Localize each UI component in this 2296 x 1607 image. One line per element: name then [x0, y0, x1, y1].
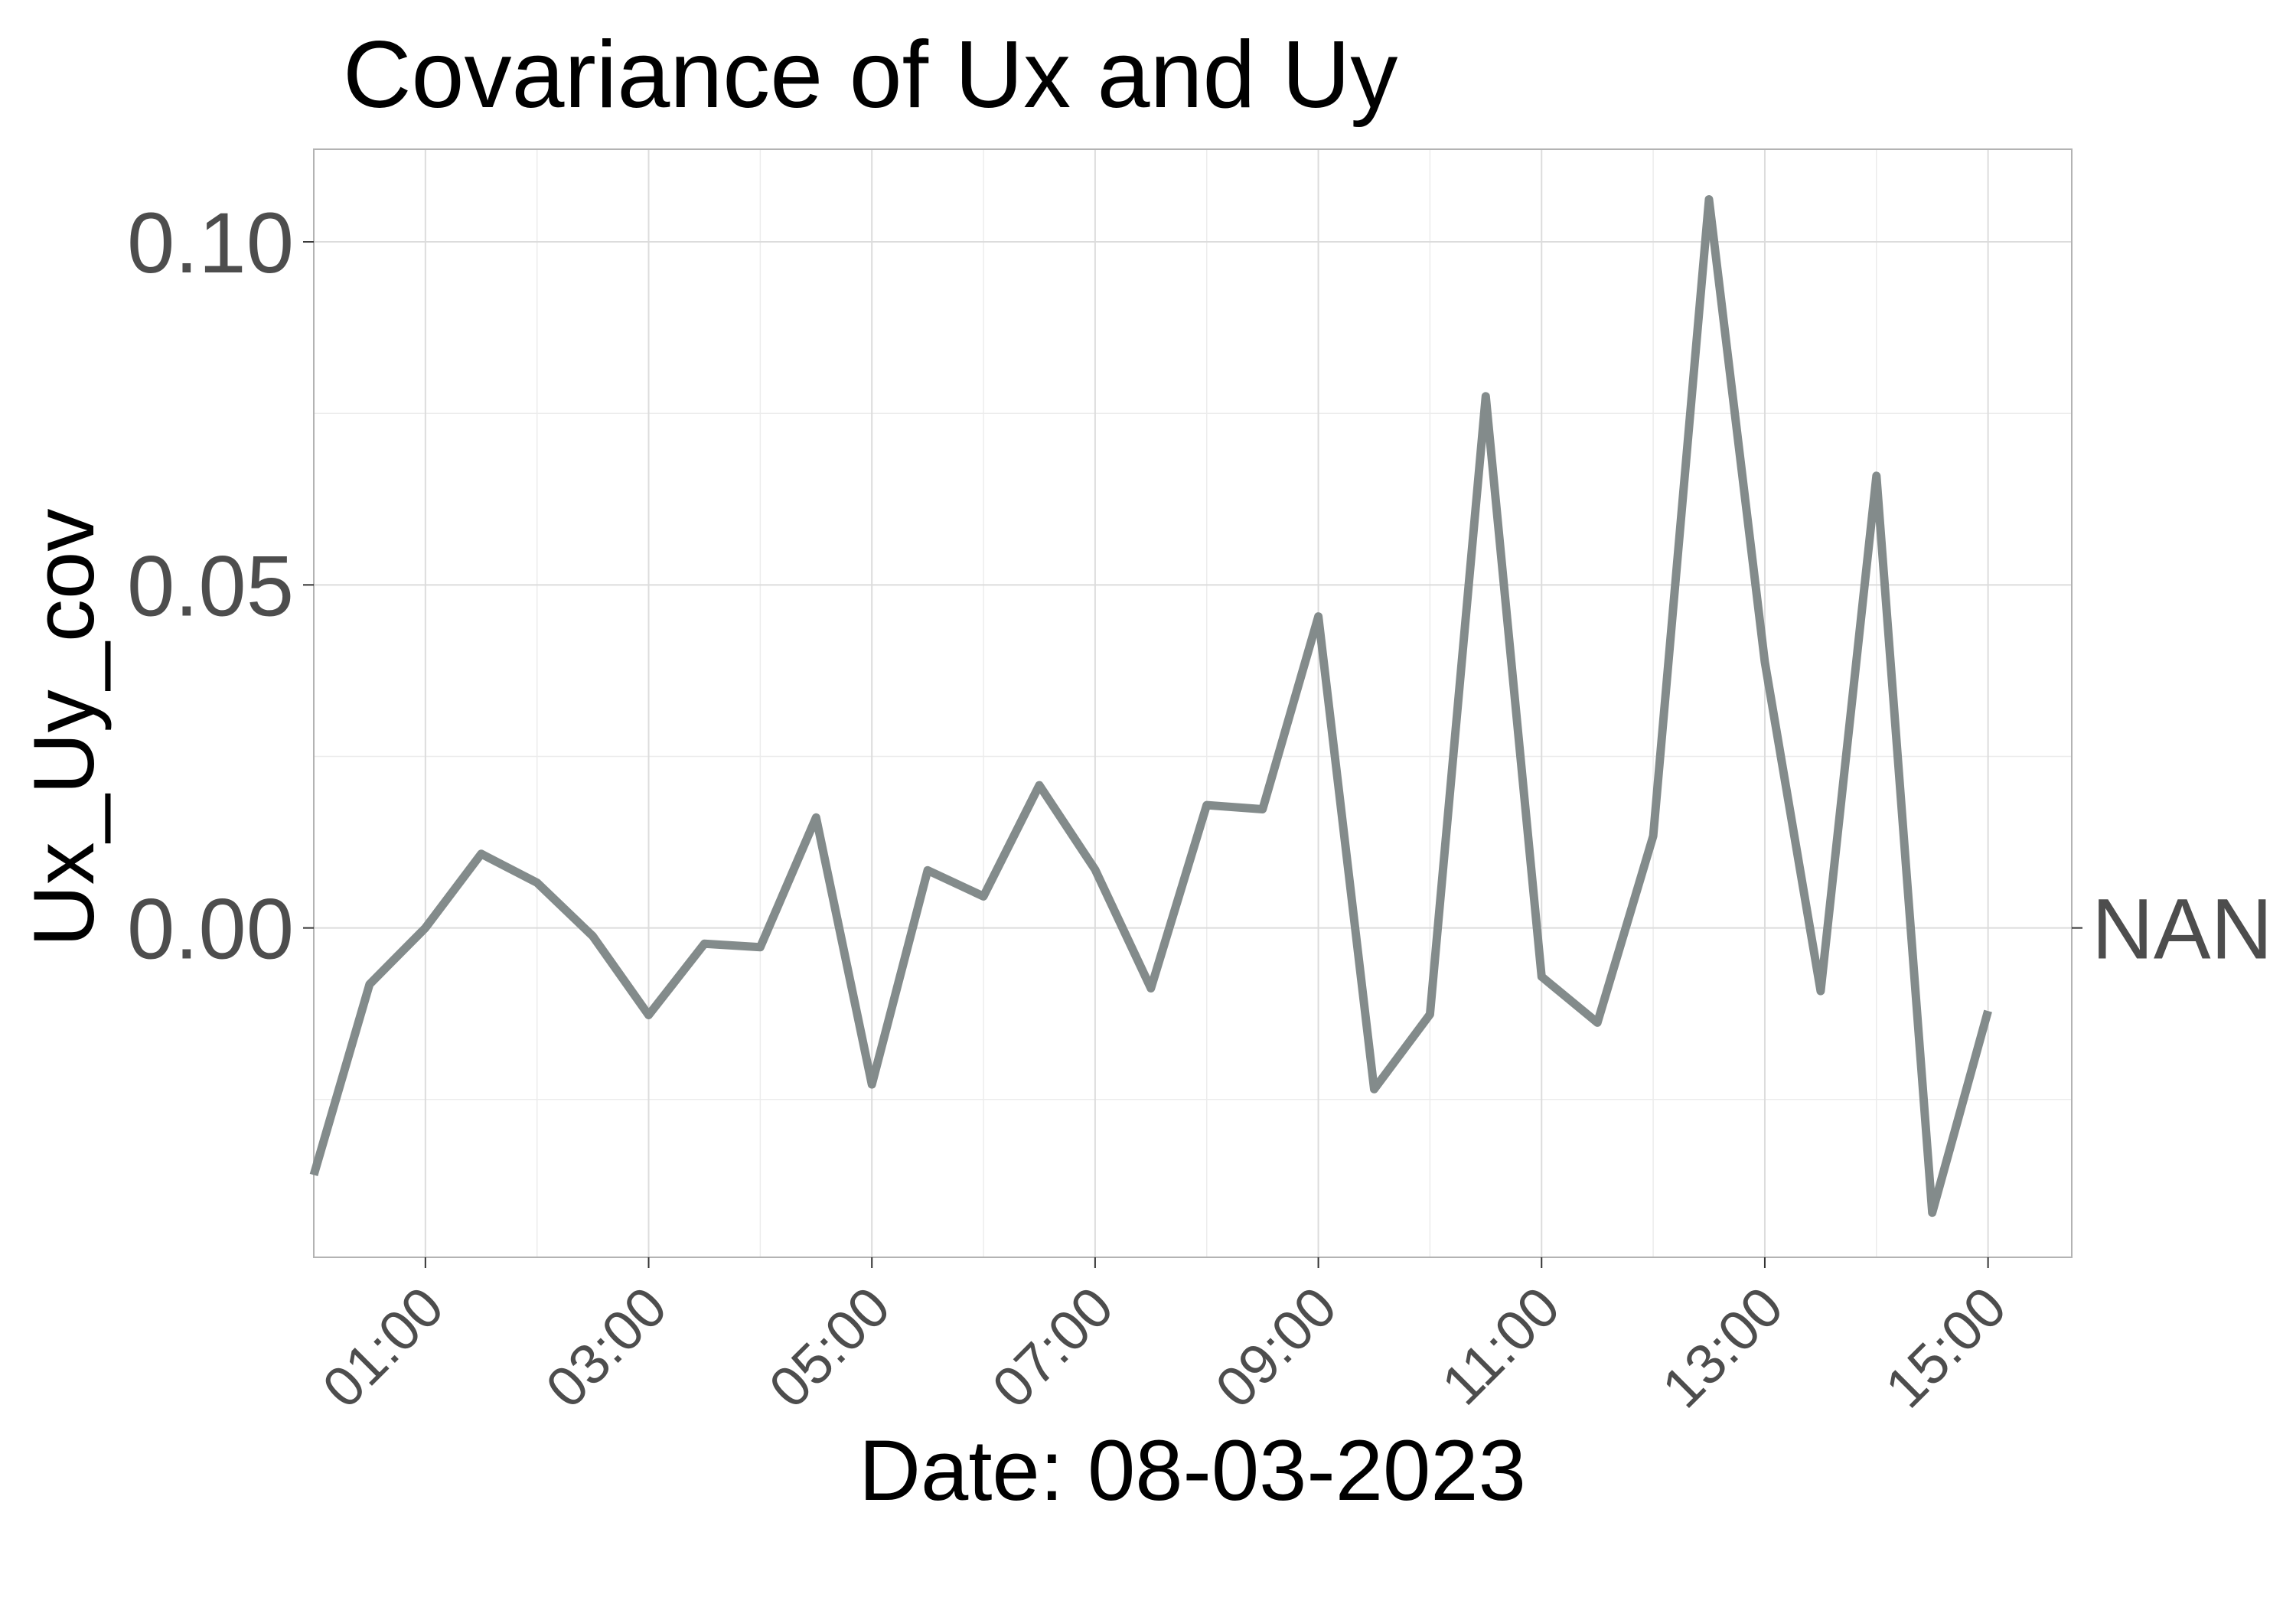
x-tick-label: 09:00	[1203, 1275, 1349, 1420]
secondary-axis-labels: NAN	[2092, 882, 2272, 977]
grid	[314, 149, 2072, 1257]
x-axis-title: Date: 08-03-2023	[859, 1423, 1526, 1518]
x-tick-label: 05:00	[757, 1275, 902, 1420]
axis-ticks	[303, 241, 2082, 1268]
y-tick-label: 0.10	[127, 195, 294, 291]
x-tick-label: 07:00	[980, 1275, 1126, 1420]
secondary-axis-label: NAN	[2092, 882, 2272, 977]
x-tick-label: 11:00	[1430, 1275, 1572, 1417]
y-tick-labels: 0.00 0.05 0.10	[127, 195, 294, 977]
plot-panel	[313, 148, 2073, 1258]
series-line	[309, 195, 1992, 1217]
chart-title: Covariance of Ux and Uy	[343, 22, 1397, 128]
x-tick-label: 15:00	[1873, 1275, 2018, 1420]
series-layer	[309, 195, 1992, 1217]
y-tick-label: 0.05	[127, 538, 294, 634]
x-tick-label: 13:00	[1650, 1275, 1795, 1420]
x-tick-labels: 01:00 03:00 05:00 07:00 09:00 11:00 13:00 15:00	[311, 1275, 2018, 1420]
x-tick-label: 03:00	[533, 1275, 679, 1420]
y-axis-title: Ux_Uy_cov	[16, 509, 112, 947]
y-tick-label: 0.00	[127, 882, 294, 977]
x-tick-label: 01:00	[311, 1275, 456, 1420]
